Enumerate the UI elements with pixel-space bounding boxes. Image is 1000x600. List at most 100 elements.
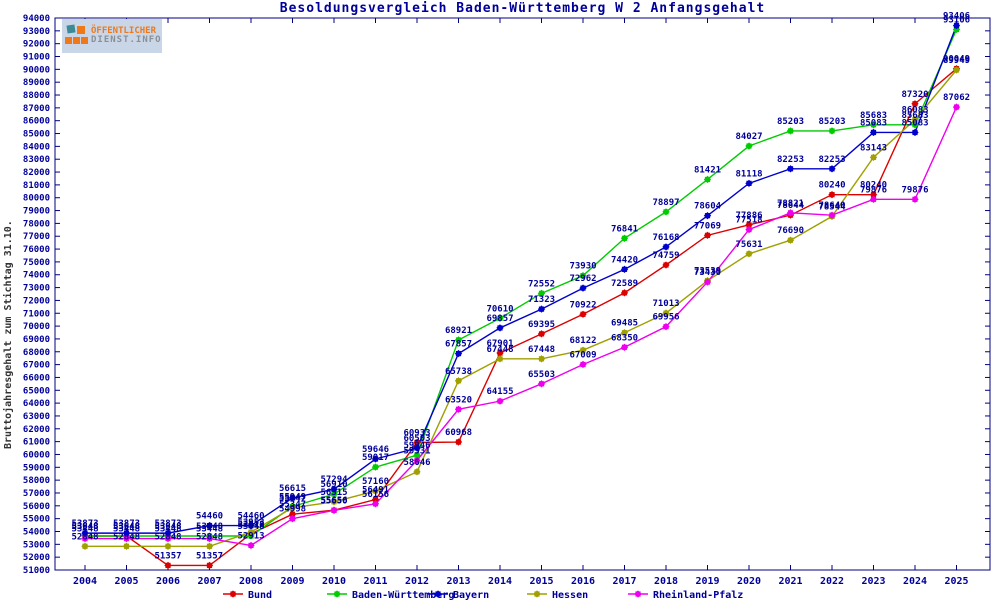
data-point-bayern bbox=[703, 211, 712, 220]
data-point-label: 53648 bbox=[71, 522, 98, 532]
y-tick-label: 67000 bbox=[23, 361, 50, 371]
data-point-bund bbox=[828, 190, 836, 199]
data-point-rheinland-pfalz bbox=[869, 195, 878, 203]
legend-label: Rheinland-Pfalz bbox=[653, 589, 743, 600]
data-point-rheinland-pfalz bbox=[413, 456, 421, 465]
y-tick-label: 76000 bbox=[23, 245, 50, 255]
x-tick-label: 2006 bbox=[156, 576, 180, 587]
data-point-bayern bbox=[496, 324, 504, 332]
y-tick-label: 72000 bbox=[23, 296, 50, 306]
data-point-bayern bbox=[413, 444, 421, 452]
data-point-label: 67448 bbox=[528, 345, 555, 355]
x-tick-label: 2008 bbox=[239, 576, 263, 587]
data-point-hessen bbox=[869, 153, 878, 162]
data-point-rheinland-pfalz bbox=[164, 534, 172, 543]
data-point-label: 72589 bbox=[611, 279, 638, 289]
data-point-bund bbox=[579, 310, 587, 318]
series-line-hessen bbox=[85, 69, 958, 547]
x-tick-label: 2012 bbox=[405, 576, 429, 587]
data-point-label: 84027 bbox=[735, 132, 762, 142]
data-point-rheinland-pfalz bbox=[205, 534, 214, 543]
data-point-rheinland-pfalz bbox=[579, 360, 587, 369]
data-point-label: 68122 bbox=[569, 336, 596, 346]
data-point-label: 53448 bbox=[196, 525, 223, 535]
x-tick-label: 2014 bbox=[488, 576, 512, 587]
data-point-rheinland-pfalz bbox=[122, 534, 131, 543]
x-tick-label: 2020 bbox=[737, 576, 761, 587]
data-point-bund bbox=[745, 221, 753, 229]
data-point-label: 53648 bbox=[237, 522, 264, 532]
y-tick-label: 79000 bbox=[23, 207, 50, 217]
y-tick-label: 64000 bbox=[23, 399, 50, 409]
data-point-label: 76690 bbox=[777, 226, 804, 236]
x-tick-label: 2015 bbox=[529, 576, 553, 587]
data-point-label: 80240 bbox=[818, 181, 845, 191]
data-point-rheinland-pfalz bbox=[330, 506, 338, 514]
data-point-baden-wuerttemberg bbox=[496, 314, 504, 322]
y-tick-label: 55000 bbox=[23, 515, 50, 525]
y-tick-label: 57000 bbox=[23, 489, 50, 499]
y-tick-label: 85000 bbox=[23, 130, 50, 140]
data-point-baden-wuerttemberg bbox=[579, 271, 587, 280]
data-point-bayern bbox=[81, 529, 89, 537]
data-point-label: 59017 bbox=[362, 453, 389, 463]
data-point-label: 71013 bbox=[652, 299, 679, 309]
x-tick-label: 2009 bbox=[280, 576, 304, 587]
data-point-baden-wuerttemberg bbox=[413, 451, 421, 459]
data-point-label: 52848 bbox=[113, 532, 140, 542]
data-point-label: 67009 bbox=[569, 350, 596, 360]
data-point-label: 65738 bbox=[445, 367, 472, 377]
data-point-label: 55949 bbox=[279, 492, 306, 502]
data-point-label: 83143 bbox=[860, 143, 887, 153]
data-point-label: 69395 bbox=[528, 320, 555, 330]
data-point-label: 54460 bbox=[237, 512, 264, 522]
data-point-hessen bbox=[205, 542, 214, 550]
x-tick-label: 2013 bbox=[446, 576, 470, 587]
data-point-rheinland-pfalz bbox=[620, 343, 629, 351]
x-tick-label: 2018 bbox=[654, 576, 678, 587]
data-point-rheinland-pfalz bbox=[911, 195, 919, 203]
data-point-hessen bbox=[786, 236, 795, 244]
data-point-rheinland-pfalz bbox=[703, 278, 712, 286]
data-point-baden-wuerttemberg bbox=[371, 463, 380, 471]
data-point-label: 54998 bbox=[279, 505, 306, 515]
y-tick-label: 53000 bbox=[23, 540, 50, 550]
y-tick-label: 60000 bbox=[23, 450, 50, 460]
data-point-label: 53448 bbox=[154, 525, 181, 535]
data-point-hessen bbox=[745, 250, 753, 258]
y-tick-label: 73000 bbox=[23, 284, 50, 294]
y-tick-label: 68000 bbox=[23, 348, 50, 358]
data-point-label: 55847 bbox=[279, 494, 306, 504]
data-point-label: 74759 bbox=[652, 251, 679, 261]
x-tick-label: 2025 bbox=[944, 576, 968, 587]
data-point-label: 81421 bbox=[694, 165, 721, 175]
y-tick-label: 82000 bbox=[23, 168, 50, 178]
data-point-label: 93406 bbox=[943, 12, 970, 22]
data-point-rheinland-pfalz bbox=[828, 211, 836, 219]
data-point-label: 93106 bbox=[943, 15, 970, 25]
data-point-label: 79876 bbox=[860, 185, 887, 195]
data-point-label: 85083 bbox=[901, 118, 928, 128]
data-point-label: 53448 bbox=[113, 525, 140, 535]
data-point-label: 77886 bbox=[735, 211, 762, 221]
data-point-hessen bbox=[371, 487, 380, 495]
data-point-hessen bbox=[579, 346, 587, 354]
y-tick-label: 51000 bbox=[23, 566, 50, 576]
x-tick-label: 2019 bbox=[695, 576, 719, 587]
data-point-bayern bbox=[288, 494, 297, 502]
data-point-label: 69485 bbox=[611, 319, 638, 329]
data-point-label: 85203 bbox=[777, 117, 804, 127]
x-tick-label: 2011 bbox=[363, 576, 387, 587]
data-point-label: 78604 bbox=[694, 202, 722, 212]
y-tick-label: 80000 bbox=[23, 194, 50, 204]
data-point-rheinland-pfalz bbox=[247, 541, 255, 550]
data-point-label: 77518 bbox=[735, 216, 762, 226]
legend-marker bbox=[434, 590, 442, 598]
data-point-bayern bbox=[454, 349, 463, 358]
data-point-label: 73930 bbox=[569, 262, 596, 272]
data-point-label: 53873 bbox=[71, 519, 98, 529]
data-point-baden-wuerttemberg bbox=[662, 208, 670, 216]
data-point-label: 51357 bbox=[154, 551, 181, 561]
x-tick-label: 2010 bbox=[322, 576, 346, 587]
y-tick-label: 65000 bbox=[23, 386, 50, 396]
